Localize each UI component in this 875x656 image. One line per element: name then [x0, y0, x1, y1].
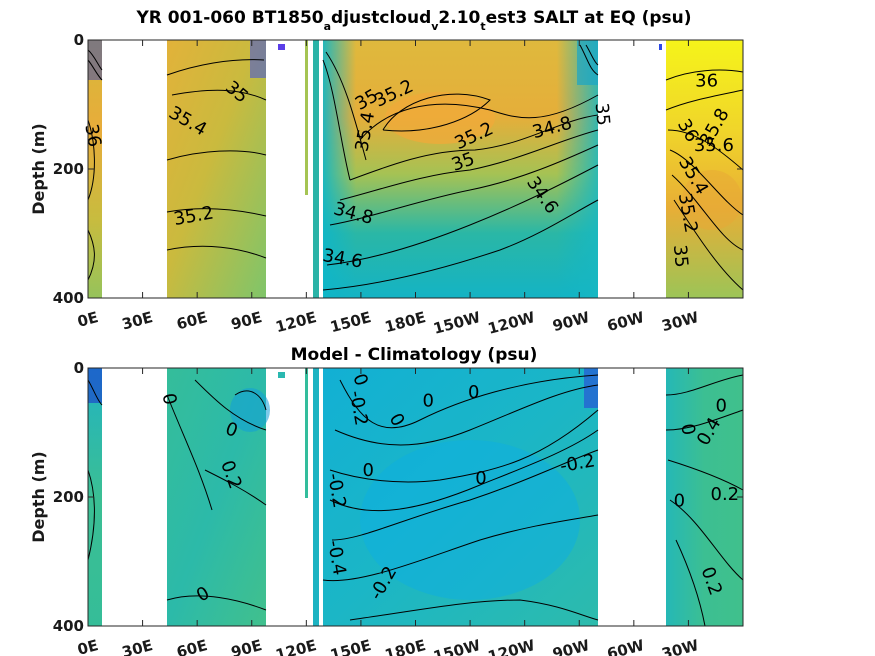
- top-x-tick-label: 30E: [120, 308, 155, 333]
- bottom-x-tick-label: 30W: [660, 636, 701, 656]
- top-title-part: a: [324, 20, 331, 33]
- bottom-contour-label: 0: [158, 392, 181, 407]
- top-x-tick-label: 0E: [75, 308, 100, 331]
- top-x-tick-label: 60E: [175, 308, 210, 333]
- top-contours: [87, 44, 744, 291]
- top-panel: YR 001-060 BT1850adjustcloudv2.10test3 S…: [29, 8, 744, 338]
- top-y-axis-label: Depth (m): [29, 123, 48, 215]
- bottom-x-tick-label: 90W: [551, 636, 592, 656]
- top-x-tick-label: 90E: [229, 308, 264, 333]
- bottom-x-tick-label: 60W: [605, 636, 646, 656]
- bottom-x-tick-label: 30E: [120, 636, 155, 656]
- bottom-y-ticks: 0 200 400: [53, 359, 743, 635]
- top-y-ticks: 0 200 400: [53, 31, 743, 307]
- bottom-x-tick-label: 0E: [75, 636, 100, 656]
- top-surface-fresh-mid: [250, 40, 266, 78]
- top-x-tick-label: 60W: [605, 308, 646, 335]
- top-patch-blue: [659, 44, 662, 50]
- bottom-contour-label: 0: [362, 460, 373, 481]
- bottom-surface-fresh-west: [88, 368, 102, 403]
- top-surface-fresh-east: [577, 40, 598, 85]
- top-x-tick-label: 90W: [551, 308, 592, 335]
- bottom-patch: [278, 372, 285, 378]
- top-contour-label: 36: [80, 122, 105, 148]
- top-title-part: 2.10: [438, 8, 480, 28]
- bottom-indian-blob: [230, 388, 270, 432]
- top-title-part: t: [480, 20, 485, 33]
- top-contour-label: 35: [669, 244, 692, 269]
- bottom-region-sumatra-strip: [305, 368, 308, 498]
- top-x-tick-label: 120W: [486, 308, 537, 338]
- bottom-x-tick-label: 150E: [328, 636, 373, 656]
- bottom-surface-fresh-east: [584, 368, 598, 408]
- top-contour-label: 35: [591, 102, 614, 127]
- bottom-contours: [87, 374, 744, 627]
- bottom-contour-label: 0: [715, 396, 726, 417]
- bottom-title-part: Model - Climatology (psu): [291, 345, 538, 365]
- bottom-x-tick-label: 90E: [229, 636, 264, 656]
- bottom-x-tick-label: 120W: [486, 636, 537, 656]
- top-title-part: v: [431, 20, 439, 33]
- bottom-x-tick-label: 60E: [175, 636, 210, 656]
- top-region-africa-east: [88, 40, 102, 298]
- top-title-part: est3 SALT at EQ (psu): [486, 8, 692, 28]
- top-atlantic-core: [682, 170, 742, 230]
- top-field: [88, 40, 743, 298]
- top-surface-fresh-west: [88, 40, 102, 80]
- bottom-y-tick-label: 200: [53, 488, 84, 506]
- bottom-y-axis-label: Depth (m): [29, 451, 48, 543]
- bottom-x-tick-label: 150W: [431, 636, 482, 656]
- top-contour-label: 35.6: [694, 135, 734, 156]
- top-title-part: YR 001-060 BT1850: [135, 8, 323, 28]
- top-x-tick-label: 30W: [660, 308, 701, 335]
- bottom-panel: Model - Climatology (psu): [29, 345, 744, 656]
- top-region-sumatra-strip: [305, 40, 308, 195]
- bottom-contour-label: 0: [674, 491, 685, 512]
- top-x-tick-label: 150E: [328, 308, 373, 336]
- bottom-contour-label: 0: [423, 391, 434, 412]
- top-title-part: djustcloud: [331, 8, 431, 28]
- bottom-contour-label: 0: [475, 468, 486, 489]
- top-patch-purple: [278, 44, 285, 50]
- top-region-indian: [167, 40, 266, 298]
- bottom-region-atlantic: [666, 368, 743, 626]
- top-y-tick-label: 0: [74, 31, 84, 49]
- top-x-tick-label: 120E: [274, 308, 319, 336]
- bottom-contour-label: 0: [468, 382, 479, 403]
- bottom-region-borneo-strip: [313, 368, 319, 626]
- bottom-x-tick-label: 180E: [383, 636, 428, 656]
- bottom-contour-label: 0.2: [710, 484, 739, 505]
- top-y-tick-label: 400: [53, 289, 84, 307]
- bottom-y-tick-label: 400: [53, 617, 84, 635]
- top-y-tick-label: 200: [53, 160, 84, 178]
- top-region-atlantic: [666, 40, 743, 298]
- bottom-field: [88, 368, 743, 626]
- bottom-x-tick-label: 120E: [274, 636, 319, 656]
- bottom-title: Model - Climatology (psu): [291, 345, 538, 365]
- top-title: YR 001-060 BT1850adjustcloudv2.10test3 S…: [135, 8, 691, 33]
- bottom-region-africa-east: [88, 368, 102, 626]
- top-contour-label: 36: [695, 70, 718, 91]
- top-region-borneo-strip: [313, 40, 319, 298]
- top-x-tick-label: 180E: [383, 308, 428, 336]
- top-region-pacific-edge: [323, 40, 598, 298]
- bottom-y-tick-label: 0: [74, 359, 84, 377]
- top-x-tick-label: 150W: [431, 308, 482, 338]
- bottom-contour-label: 0: [676, 422, 699, 437]
